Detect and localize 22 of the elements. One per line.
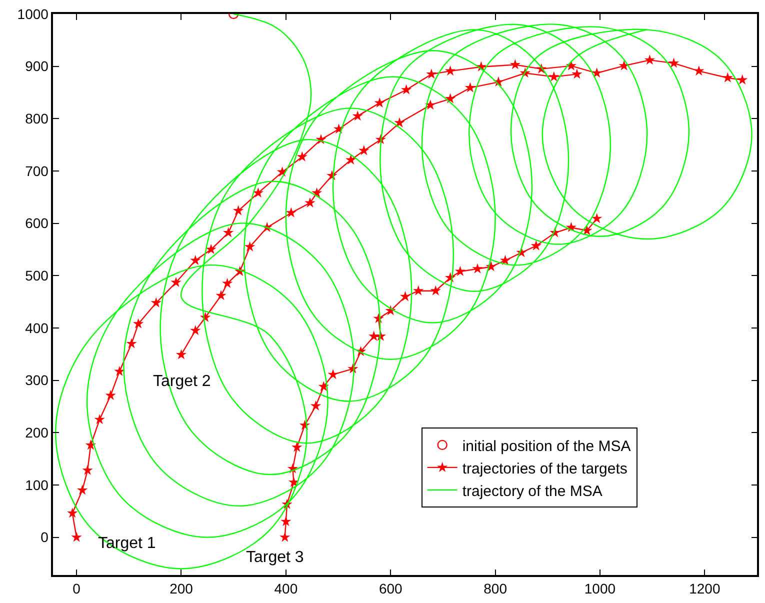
- x-tick-label: 200: [170, 580, 194, 597]
- x-tick-label: 400: [274, 580, 298, 597]
- legend-label: initial position of the MSA: [462, 438, 631, 455]
- legend-label: trajectories of the targets: [462, 460, 628, 478]
- y-tick-label: 600: [25, 215, 49, 232]
- y-tick-label: 200: [25, 424, 49, 441]
- x-tick-label: 800: [484, 580, 508, 597]
- y-tick-label: 0: [40, 529, 49, 546]
- y-tick-label: 100: [25, 476, 49, 493]
- x-tick-label: 600: [378, 580, 403, 597]
- y-tick-label: 900: [25, 58, 49, 74]
- y-tick-label: 500: [25, 268, 49, 284]
- y-tick-label: 300: [25, 372, 49, 388]
- annotation: Target 3: [246, 549, 304, 566]
- y-tick-label: 800: [25, 110, 49, 127]
- y-tick-label: 700: [25, 162, 49, 179]
- x-tick-label: 0: [72, 580, 81, 597]
- y-tick-label: 400: [25, 320, 49, 336]
- x-tick-label: 1000: [584, 580, 616, 597]
- x-tick-label: 1200: [689, 580, 720, 597]
- legend-label: trajectory of the MSA: [462, 482, 602, 500]
- y-tick-label: 1000: [17, 6, 49, 22]
